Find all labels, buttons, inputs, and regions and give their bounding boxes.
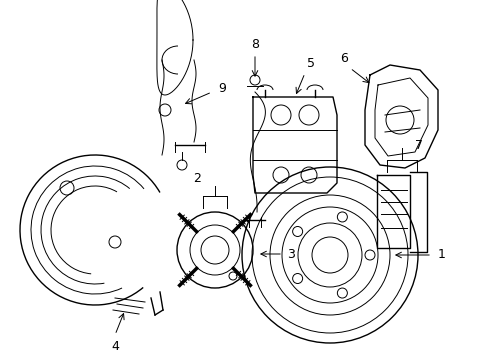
Text: 3: 3 [286,248,294,261]
Text: 1: 1 [437,248,445,261]
Text: 4: 4 [111,339,119,352]
Text: 9: 9 [218,81,225,95]
Text: 6: 6 [339,51,347,64]
Text: 7: 7 [414,139,422,152]
Text: 8: 8 [250,37,259,50]
Text: 2: 2 [193,171,201,185]
Text: 5: 5 [306,57,314,69]
